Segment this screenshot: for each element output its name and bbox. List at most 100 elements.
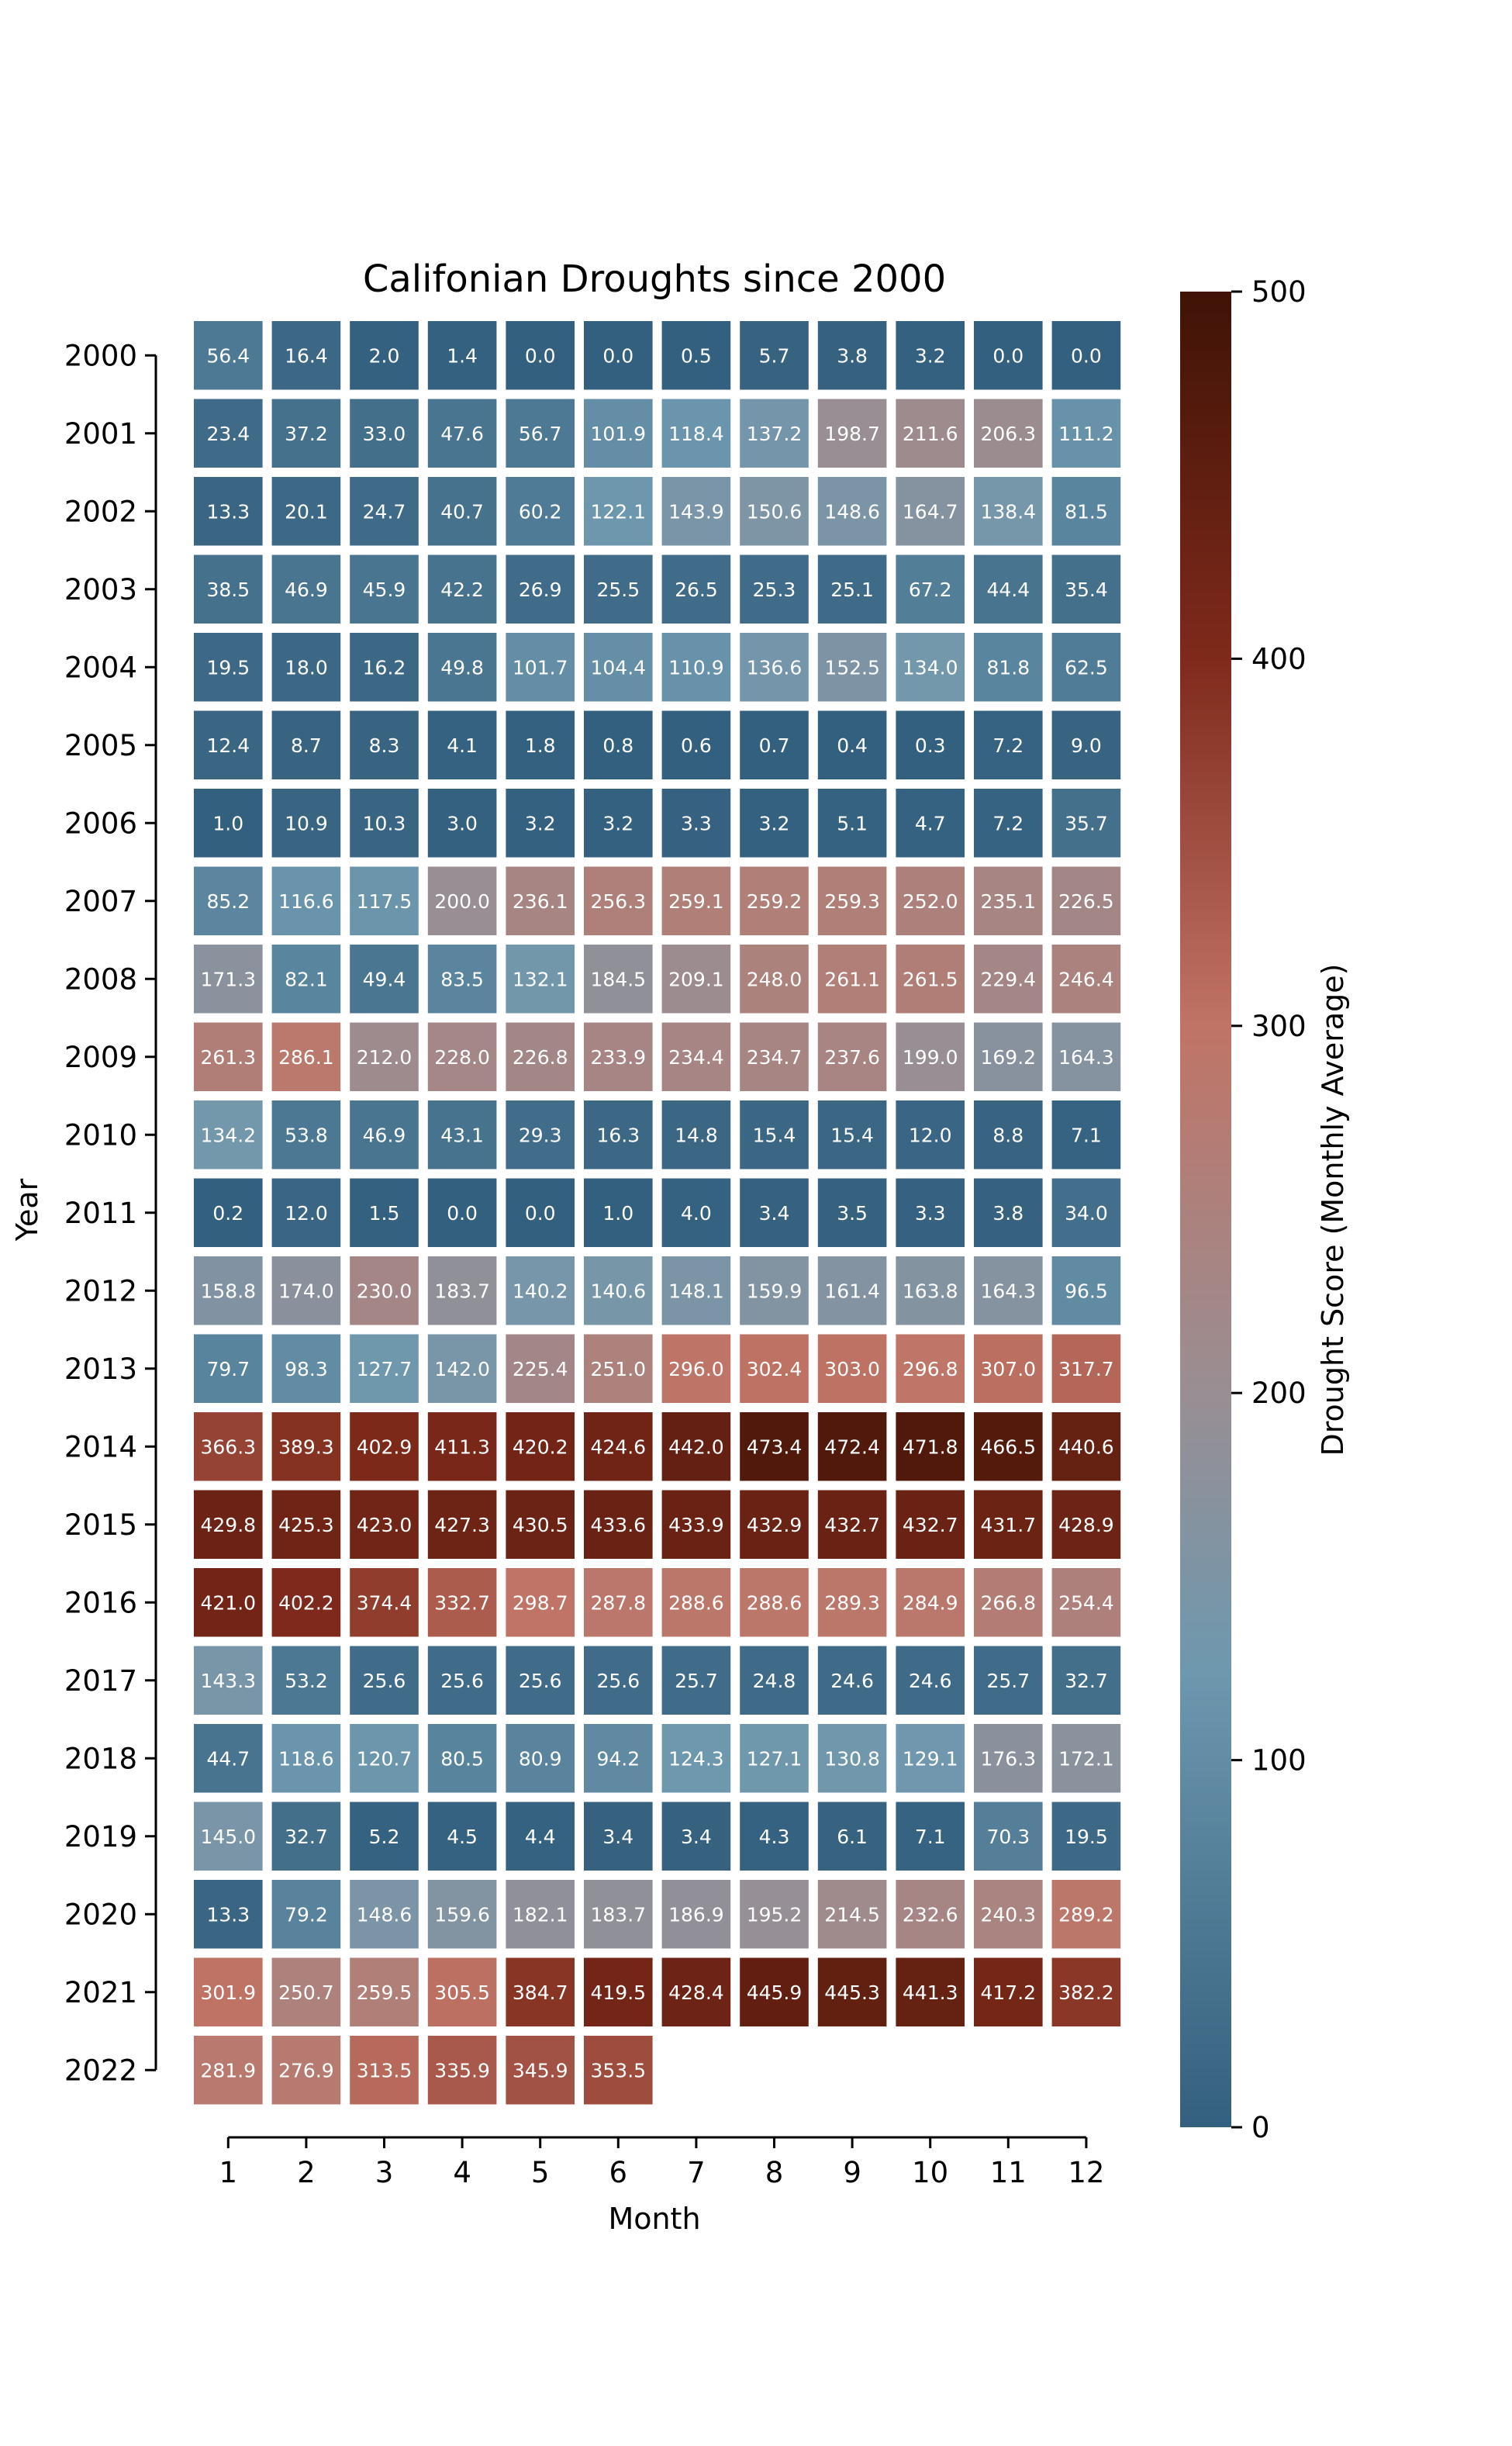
cell-value-label: 250.7 bbox=[278, 1981, 334, 2004]
cell-value-label: 127.1 bbox=[747, 1747, 803, 1770]
y-tick-label: 2020 bbox=[64, 1898, 137, 1931]
cell-value-label: 159.9 bbox=[747, 1280, 803, 1302]
cell-value-label: 19.5 bbox=[1065, 1826, 1108, 1848]
y-tick-label: 2021 bbox=[64, 1976, 137, 2009]
cell-value-label: 60.2 bbox=[519, 500, 562, 523]
cell-value-label: 440.6 bbox=[1058, 1435, 1114, 1458]
cell-value-label: 101.7 bbox=[513, 656, 568, 679]
heatmap-cell bbox=[661, 633, 731, 702]
cell-value-label: 0.0 bbox=[1071, 344, 1102, 367]
heatmap-cell bbox=[740, 399, 809, 468]
heatmap-cell bbox=[974, 1022, 1043, 1091]
cell-value-label: 20.1 bbox=[285, 500, 328, 523]
heatmap-cell bbox=[1051, 710, 1121, 779]
heatmap-cell bbox=[817, 945, 887, 1014]
heatmap-cell bbox=[817, 399, 887, 468]
heatmap-cell bbox=[1051, 1724, 1121, 1793]
heatmap-cell bbox=[350, 1490, 419, 1559]
heatmap-cell bbox=[740, 1490, 809, 1559]
cell-value-label: 12.4 bbox=[206, 734, 250, 757]
heatmap-cell bbox=[1051, 1178, 1121, 1247]
heatmap-cell bbox=[974, 399, 1043, 468]
cell-value-label: 317.7 bbox=[1058, 1358, 1114, 1380]
heatmap-cell bbox=[896, 866, 965, 935]
heatmap-cell bbox=[427, 1490, 497, 1559]
heatmap-cell bbox=[350, 710, 419, 779]
cell-value-label: 0.0 bbox=[602, 344, 633, 367]
heatmap-cell bbox=[350, 2036, 419, 2105]
heatmap-cell bbox=[817, 710, 887, 779]
cell-value-label: 1.0 bbox=[602, 1202, 633, 1225]
cell-value-label: 137.2 bbox=[747, 423, 803, 445]
cell-value-label: 25.7 bbox=[986, 1670, 1030, 1692]
cell-value-label: 116.6 bbox=[278, 890, 334, 913]
heatmap-cell bbox=[427, 710, 497, 779]
heatmap-cell bbox=[1051, 1256, 1121, 1325]
cell-value-label: 0.2 bbox=[212, 1202, 243, 1225]
heatmap-cell bbox=[661, 1646, 731, 1715]
cell-value-label: 183.7 bbox=[434, 1280, 490, 1302]
heatmap-cell bbox=[194, 1178, 263, 1247]
heatmap-cell bbox=[427, 554, 497, 624]
heatmap-cell bbox=[661, 1022, 731, 1091]
heatmap-cell bbox=[974, 1490, 1043, 1559]
heatmap-cell bbox=[194, 1724, 263, 1793]
heatmap-cell bbox=[427, 1100, 497, 1169]
cell-value-label: 288.6 bbox=[747, 1591, 803, 1614]
cell-value-label: 183.7 bbox=[591, 1903, 647, 1926]
cell-value-label: 150.6 bbox=[747, 500, 803, 523]
heatmap-cell bbox=[896, 1880, 965, 1949]
y-tick-label: 2010 bbox=[64, 1118, 137, 1152]
heatmap-cell bbox=[506, 710, 575, 779]
heatmap-cell bbox=[896, 1100, 965, 1169]
cell-value-label: 198.7 bbox=[824, 423, 880, 445]
heatmap-cell bbox=[271, 321, 341, 390]
cell-value-label: 176.3 bbox=[981, 1747, 1037, 1770]
cell-value-label: 4.5 bbox=[447, 1826, 478, 1848]
heatmap-cell bbox=[427, 1802, 497, 1871]
cell-value-label: 366.3 bbox=[201, 1435, 257, 1458]
cell-value-label: 24.6 bbox=[909, 1670, 952, 1692]
cell-value-label: 5.2 bbox=[369, 1826, 400, 1848]
heatmap-cell bbox=[194, 1256, 263, 1325]
colorbar-tick-label: 300 bbox=[1251, 1010, 1307, 1043]
cell-value-label: 3.3 bbox=[915, 1202, 946, 1225]
heatmap-cell bbox=[350, 789, 419, 858]
cell-value-label: 1.4 bbox=[447, 344, 478, 367]
cell-value-label: 441.3 bbox=[903, 1981, 958, 2004]
cell-value-label: 4.1 bbox=[447, 734, 478, 757]
heatmap-cell bbox=[584, 1724, 653, 1793]
heatmap-cell bbox=[817, 1178, 887, 1247]
cell-value-label: 7.1 bbox=[1071, 1124, 1102, 1146]
cell-value-label: 3.8 bbox=[837, 344, 868, 367]
cell-value-label: 0.4 bbox=[837, 734, 868, 757]
cell-value-label: 83.5 bbox=[440, 968, 484, 990]
x-tick-label: 10 bbox=[912, 2156, 948, 2189]
cell-value-label: 284.9 bbox=[903, 1591, 958, 1614]
heatmap-cell bbox=[974, 633, 1043, 702]
heatmap-cell bbox=[584, 710, 653, 779]
cell-value-label: 134.2 bbox=[201, 1124, 257, 1146]
heatmap-cell bbox=[1051, 633, 1121, 702]
cell-value-label: 431.7 bbox=[981, 1514, 1037, 1536]
heatmap-cell bbox=[584, 1334, 653, 1403]
y-tick-label: 2018 bbox=[64, 1742, 137, 1775]
heatmap-cell bbox=[271, 1490, 341, 1559]
heatmap-cell bbox=[194, 321, 263, 390]
cell-value-label: 46.9 bbox=[363, 1124, 406, 1146]
heatmap-cell bbox=[506, 1957, 575, 2026]
cell-value-label: 4.3 bbox=[759, 1826, 790, 1848]
heatmap-cell bbox=[271, 1802, 341, 1871]
cell-value-label: 288.6 bbox=[668, 1591, 724, 1614]
cell-value-label: 148.1 bbox=[668, 1280, 724, 1302]
heatmap-cell bbox=[506, 399, 575, 468]
cell-value-label: 25.3 bbox=[753, 579, 796, 601]
heatmap-cell bbox=[427, 866, 497, 935]
cell-value-label: 24.8 bbox=[753, 1670, 796, 1692]
heatmap-cell bbox=[427, 1334, 497, 1403]
cell-value-label: 8.7 bbox=[291, 734, 322, 757]
heatmap-cell bbox=[740, 945, 809, 1014]
cell-value-label: 49.8 bbox=[440, 656, 484, 679]
cell-value-label: 199.0 bbox=[903, 1046, 958, 1069]
heatmap-cell bbox=[817, 1568, 887, 1637]
